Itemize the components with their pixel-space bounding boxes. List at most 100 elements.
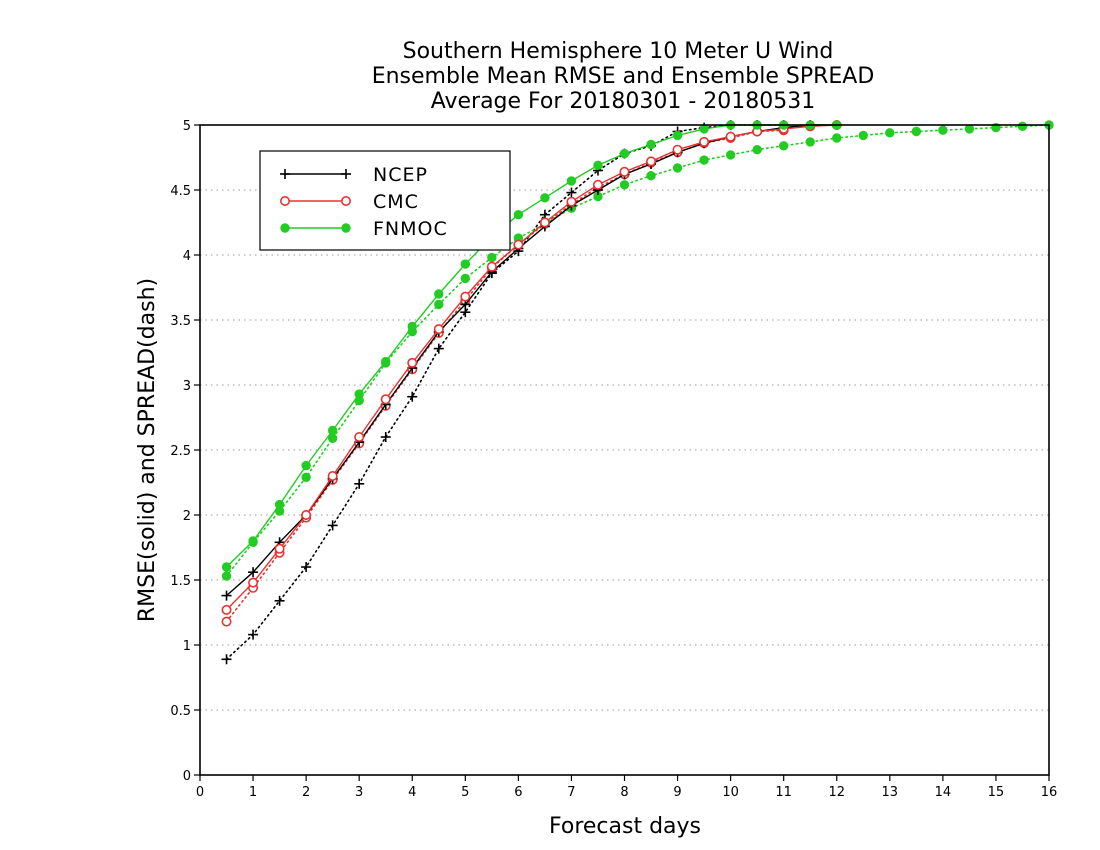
point-cmc-rmse-4 xyxy=(327,470,338,481)
point-ncep-spread-13 xyxy=(566,187,577,198)
x-tick-label-6: 6 xyxy=(514,785,522,800)
point-fnmoc-rmse-14 xyxy=(593,160,603,171)
point-cmc-rmse-10 xyxy=(486,261,497,272)
point-ncep-spread-6 xyxy=(380,432,391,442)
point-ncep-spread-4 xyxy=(327,520,338,531)
point-fnmoc-spread-20 xyxy=(752,145,762,155)
point-cmc-rmse-8 xyxy=(433,324,444,335)
point-fnmoc-rmse-8 xyxy=(434,289,444,299)
point-ncep-spread-1 xyxy=(248,629,259,640)
point-ncep-spread-3 xyxy=(301,562,312,572)
point-fnmoc-spread-26 xyxy=(911,126,922,137)
x-tick-label-11: 11 xyxy=(775,785,792,800)
point-fnmoc-rmse-2 xyxy=(274,499,285,510)
point-cmc-rmse-5 xyxy=(354,431,365,442)
x-tick-label-2: 2 xyxy=(302,785,310,800)
point-cmc-rmse-18 xyxy=(699,136,710,147)
legend-label-cmc: CMC xyxy=(373,191,419,213)
point-fnmoc-spread-9 xyxy=(460,273,471,284)
point-cmc-rmse-13 xyxy=(566,196,577,207)
x-tick-label-7: 7 xyxy=(567,785,575,800)
point-cmc-rmse-11 xyxy=(513,239,524,250)
point-ncep-rmse-0 xyxy=(221,590,232,601)
point-cmc-rmse-9 xyxy=(460,291,471,302)
legend-marker-left-fnmoc xyxy=(280,223,290,233)
chart-title: Southern Hemisphere 10 Meter U Wind Ense… xyxy=(372,39,875,114)
x-tick-label-14: 14 xyxy=(935,785,952,800)
y-tick-label-0: 0 xyxy=(183,769,191,784)
point-fnmoc-spread-17 xyxy=(672,163,683,173)
point-fnmoc-rmse-4 xyxy=(327,425,338,436)
point-cmc-rmse-0 xyxy=(221,604,232,615)
legend-item-fnmoc: FNMOC xyxy=(280,218,447,240)
legend-item-ncep: NCEP xyxy=(280,164,428,186)
point-cmc-rmse-16 xyxy=(646,156,657,167)
point-ncep-spread-8 xyxy=(433,343,444,354)
point-ncep-spread-5 xyxy=(354,478,365,489)
point-fnmoc-spread-23 xyxy=(832,133,842,143)
x-axis-ticks: 0 1 2 3 4 5 6 7 8 9 10 11 12 13 14 15 16 xyxy=(196,775,1057,800)
y-tick-label-7: 3.5 xyxy=(170,314,191,329)
point-fnmoc-rmse-15 xyxy=(619,148,630,159)
point-fnmoc-spread-25 xyxy=(885,128,895,138)
x-tick-label-3: 3 xyxy=(355,785,363,800)
x-tick-label-16: 16 xyxy=(1041,785,1058,800)
point-fnmoc-spread-24 xyxy=(858,130,868,141)
legend-marker-left-ncep xyxy=(280,169,290,179)
legend-marker-left-cmc xyxy=(279,196,290,207)
point-fnmoc-spread-21 xyxy=(778,141,789,151)
point-fnmoc-spread-16 xyxy=(646,171,656,181)
point-fnmoc-spread-15 xyxy=(619,180,630,190)
point-fnmoc-rmse-0 xyxy=(221,562,232,572)
y-tick-label-8: 4 xyxy=(183,249,191,264)
point-fnmoc-spread-18 xyxy=(699,155,709,165)
x-tick-label-8: 8 xyxy=(620,785,628,800)
y-tick-label-4: 2 xyxy=(183,509,191,524)
point-cmc-rmse-2 xyxy=(274,543,285,554)
legend-marker-right-cmc xyxy=(340,196,351,207)
point-fnmoc-spread-10 xyxy=(487,252,497,263)
x-tick-label-9: 9 xyxy=(673,785,681,800)
point-cmc-rmse-15 xyxy=(619,166,630,177)
chart-title-line-3: Average For 20180301 - 20180531 xyxy=(431,89,816,114)
point-cmc-rmse-17 xyxy=(672,144,683,155)
point-ncep-spread-2 xyxy=(274,595,285,606)
point-fnmoc-rmse-12 xyxy=(540,193,550,203)
point-fnmoc-rmse-7 xyxy=(407,321,417,332)
point-fnmoc-rmse-3 xyxy=(301,460,311,471)
point-cmc-spread-0 xyxy=(221,616,232,627)
y-tick-label-1: 0.5 xyxy=(170,704,191,719)
gridlines xyxy=(200,124,1049,711)
point-fnmoc-spread-27 xyxy=(938,125,948,135)
x-tick-label-10: 10 xyxy=(722,785,739,800)
y-tick-label-9: 4.5 xyxy=(170,184,191,199)
x-tick-label-12: 12 xyxy=(828,785,845,800)
point-fnmoc-rmse-18 xyxy=(699,124,709,134)
point-fnmoc-rmse-1 xyxy=(248,536,258,546)
point-fnmoc-rmse-11 xyxy=(513,210,524,220)
point-cmc-rmse-7 xyxy=(407,357,418,368)
point-cmc-rmse-6 xyxy=(380,394,391,405)
series-line-ncep-spread xyxy=(225,124,785,661)
x-tick-label-13: 13 xyxy=(882,785,899,800)
y-tick-label-10: 5 xyxy=(183,119,191,134)
y-axis-ticks: 0 0.5 1 1.5 2 2.5 3 3.5 4 4.5 5 xyxy=(170,119,200,784)
x-tick-label-15: 15 xyxy=(988,785,1005,800)
y-tick-label-5: 2.5 xyxy=(170,444,191,459)
point-ncep-spread-7 xyxy=(407,391,418,402)
x-tick-label-1: 1 xyxy=(249,785,257,800)
x-tick-label-4: 4 xyxy=(408,785,416,800)
legend-label-ncep: NCEP xyxy=(373,164,428,186)
legend-item-cmc: CMC xyxy=(279,191,419,213)
y-tick-label-3: 1.5 xyxy=(170,574,191,589)
y-tick-label-2: 1 xyxy=(183,639,191,654)
chart-title-line-1: Southern Hemisphere 10 Meter U Wind xyxy=(403,39,834,64)
point-cmc-rmse-19 xyxy=(725,131,736,142)
point-fnmoc-spread-28 xyxy=(964,124,975,134)
chart-title-line-2: Ensemble Mean RMSE and Ensemble SPREAD xyxy=(372,64,875,89)
point-fnmoc-rmse-5 xyxy=(354,389,364,399)
legend: NCEP CMC FNMOC xyxy=(259,150,511,251)
x-tick-label-5: 5 xyxy=(461,785,469,800)
point-fnmoc-spread-22 xyxy=(805,137,815,147)
